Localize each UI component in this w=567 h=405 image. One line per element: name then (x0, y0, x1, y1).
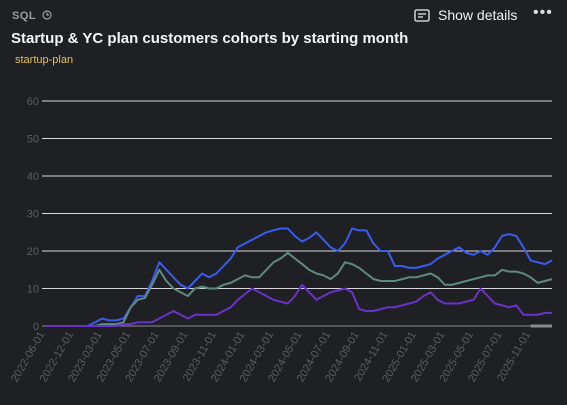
y-tick-label: 10 (27, 284, 39, 296)
sql-text: SQL (12, 10, 36, 22)
clock-icon (42, 10, 53, 20)
y-tick-label: 20 (27, 246, 39, 258)
show-details[interactable]: Show details (414, 7, 517, 23)
series-line (45, 227, 553, 327)
details-icon (414, 8, 430, 22)
chart-title: Startup & YC plan customers cohorts by s… (11, 30, 409, 47)
show-details-text: Show details (438, 7, 518, 23)
y-tick-label: 40 (27, 171, 39, 183)
series-line (45, 251, 553, 327)
sql-label: SQL (12, 10, 53, 22)
y-tick-label: 30 (27, 209, 39, 221)
y-tick-label: 60 (27, 96, 39, 108)
more-menu[interactable]: ••• (533, 4, 553, 21)
series-line (45, 283, 552, 327)
y-tick-label: 50 (27, 134, 39, 146)
y-tick-label: 0 (33, 321, 39, 333)
tag: startup-plan (15, 54, 74, 66)
